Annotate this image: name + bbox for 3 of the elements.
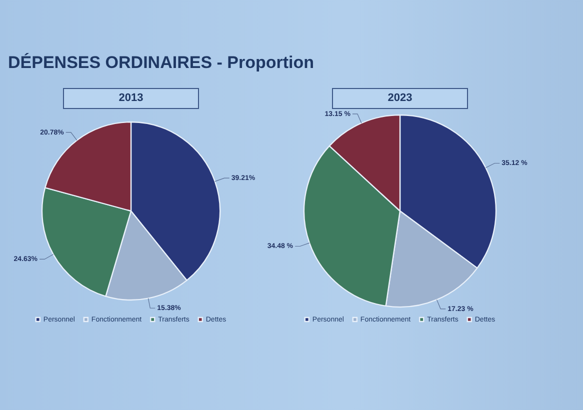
chart-subtitle: 2023 bbox=[332, 88, 468, 109]
chart-title: DÉPENSES ORDINAIRES - Proportion bbox=[8, 53, 314, 73]
chart-subtitle: 2013 bbox=[63, 88, 199, 109]
